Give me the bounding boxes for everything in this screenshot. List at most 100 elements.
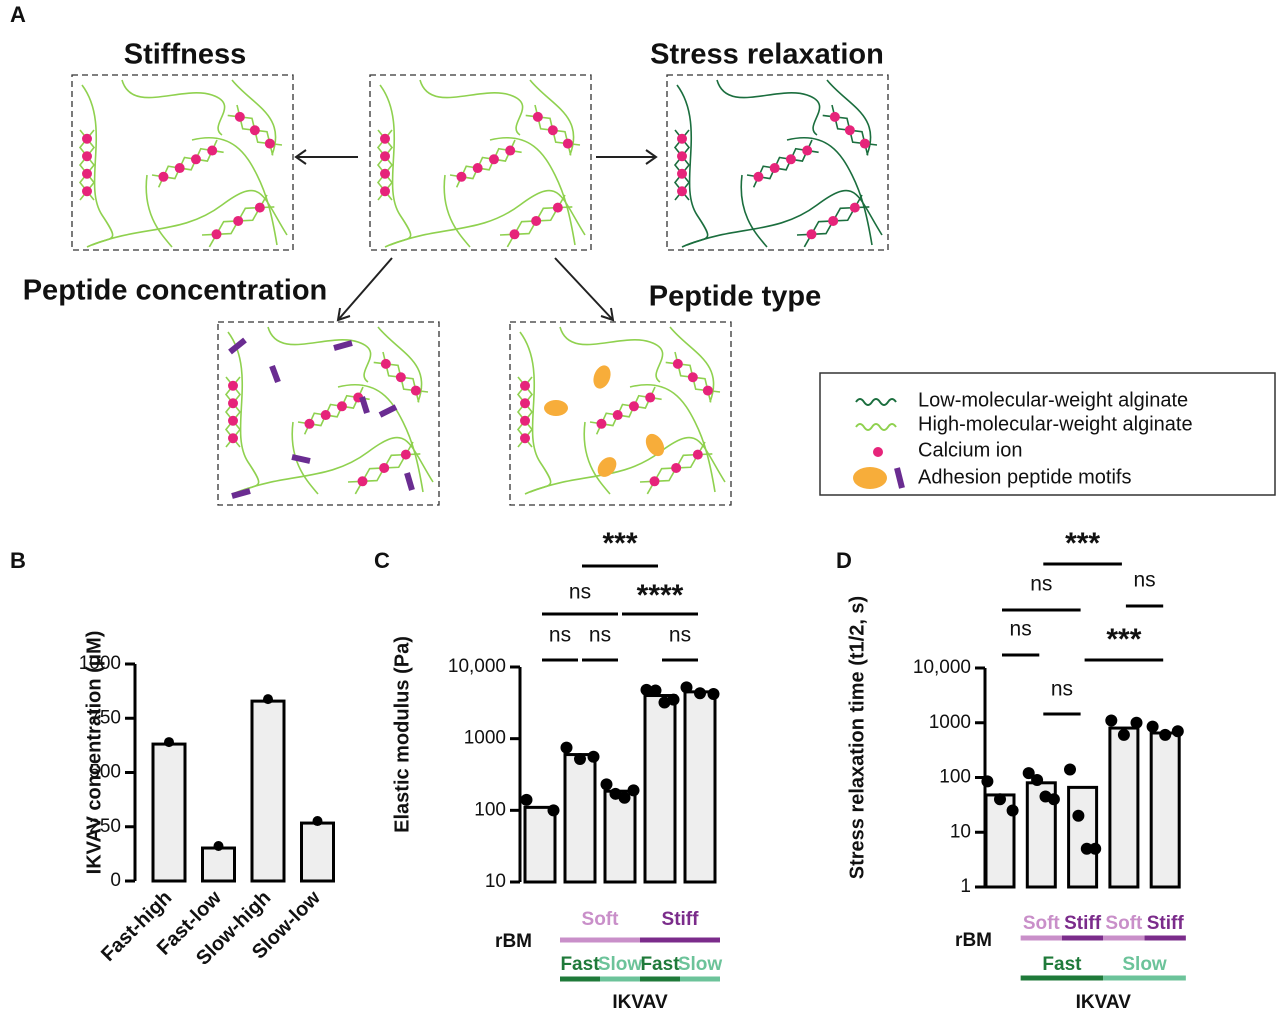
polymer-chain bbox=[379, 84, 412, 248]
calcium-ion bbox=[380, 151, 390, 162]
data-point bbox=[694, 687, 706, 700]
data-point bbox=[263, 694, 273, 705]
crosslink-chain bbox=[822, 114, 869, 156]
group-label: Stiff bbox=[662, 909, 700, 930]
polymer-chain bbox=[529, 436, 726, 493]
data-point bbox=[600, 778, 613, 791]
peptide-motif bbox=[359, 396, 370, 414]
group-label: Slow bbox=[678, 954, 723, 975]
significance-label: **** bbox=[637, 579, 684, 612]
polymer-chain bbox=[489, 137, 576, 246]
calcium-ion bbox=[612, 410, 623, 421]
group-label: Fast bbox=[560, 954, 600, 975]
polymer-chain bbox=[686, 189, 883, 246]
data-point bbox=[1089, 842, 1102, 855]
data-point bbox=[1159, 728, 1172, 741]
calcium-ion bbox=[488, 154, 499, 165]
calcium-ion bbox=[645, 392, 656, 403]
crosslink-chain bbox=[373, 361, 420, 403]
peptide-motif bbox=[228, 337, 247, 355]
y-tick-label: 0 bbox=[110, 870, 121, 891]
calcium-ion bbox=[380, 186, 390, 197]
significance-label: ns bbox=[1051, 678, 1073, 701]
calcium-ion bbox=[753, 171, 764, 182]
diagram-box bbox=[666, 74, 889, 251]
calcium-ion bbox=[806, 229, 817, 240]
group-label: Slow bbox=[1122, 954, 1167, 975]
calcium-ion bbox=[228, 398, 238, 409]
group-label: Fast bbox=[640, 954, 680, 975]
significance-label: ns bbox=[1010, 618, 1032, 641]
calcium-ion bbox=[228, 380, 238, 391]
x-tick-label: rBM bbox=[495, 931, 532, 952]
crosslink-chain bbox=[297, 386, 364, 425]
data-point bbox=[213, 841, 224, 852]
calcium-ion bbox=[829, 111, 840, 122]
arrows bbox=[294, 149, 658, 322]
legend-swatch bbox=[894, 467, 905, 489]
calcium-ion bbox=[649, 476, 660, 487]
diagram-title: Stiffness bbox=[124, 39, 246, 71]
network bbox=[71, 74, 294, 251]
network bbox=[666, 74, 889, 251]
calcium-ion bbox=[677, 168, 687, 179]
crosslink-chain bbox=[303, 396, 370, 435]
bar bbox=[250, 699, 286, 883]
diagram-box bbox=[217, 321, 440, 506]
data-point bbox=[520, 793, 533, 806]
y-axis-label: IKVAV concentration (μM) bbox=[83, 631, 105, 875]
peptide-motif bbox=[291, 454, 311, 464]
diagram-title: Stress relaxation bbox=[650, 39, 884, 71]
calcium-ion bbox=[552, 202, 563, 213]
data-point bbox=[164, 737, 174, 748]
legend-label: High-molecular-weight alginate bbox=[918, 413, 1193, 435]
calcium-ion bbox=[207, 145, 218, 156]
bar bbox=[563, 753, 597, 884]
y-tick-label: 100 bbox=[939, 767, 971, 788]
calcium-ion bbox=[410, 385, 421, 396]
calcium-ion bbox=[336, 401, 347, 412]
data-point bbox=[1105, 714, 1118, 727]
data-point bbox=[680, 681, 693, 694]
significance-label: ns bbox=[589, 624, 611, 647]
bar bbox=[1067, 785, 1099, 889]
panel-label: A bbox=[10, 2, 26, 27]
group-label: Soft bbox=[1105, 913, 1143, 934]
peptide-motif bbox=[544, 400, 568, 416]
calcium-ion bbox=[562, 138, 573, 149]
diagram-box bbox=[71, 74, 294, 251]
crosslink-chain bbox=[752, 149, 819, 188]
peptide-motif bbox=[333, 340, 353, 351]
calcium-ion bbox=[456, 171, 467, 182]
group-label: Slow bbox=[598, 954, 643, 975]
data-point bbox=[1022, 767, 1035, 780]
polymer-chain bbox=[337, 384, 424, 493]
calcium-ion bbox=[532, 111, 543, 122]
calcium-ion bbox=[82, 133, 92, 144]
data-point bbox=[667, 693, 680, 706]
significance-label: *** bbox=[1065, 527, 1100, 560]
data-point bbox=[1006, 804, 1019, 817]
calcium-ion bbox=[520, 380, 530, 391]
panel-label: D bbox=[836, 548, 852, 573]
y-tick-label: 10 bbox=[485, 871, 506, 892]
calcium-ion bbox=[677, 133, 687, 144]
calcium-ion bbox=[357, 476, 368, 487]
significance-label: ns bbox=[1133, 569, 1155, 592]
polymer-chain bbox=[121, 79, 226, 136]
polymer-chain bbox=[419, 79, 524, 136]
crosslink-chain bbox=[746, 139, 813, 178]
bar bbox=[523, 805, 557, 884]
legend-swatch bbox=[855, 423, 897, 431]
y-tick-label: 1 bbox=[960, 876, 971, 897]
data-point bbox=[1031, 774, 1044, 787]
calcium-ion bbox=[828, 215, 839, 226]
panel-label: B bbox=[10, 548, 26, 573]
diagram-title: Peptide type bbox=[649, 281, 821, 313]
y-tick-label: 100 bbox=[474, 799, 506, 820]
data-point bbox=[1072, 809, 1085, 822]
crosslink-chain bbox=[157, 149, 224, 188]
diagram-box bbox=[369, 74, 592, 251]
peptide-motif bbox=[231, 488, 251, 499]
